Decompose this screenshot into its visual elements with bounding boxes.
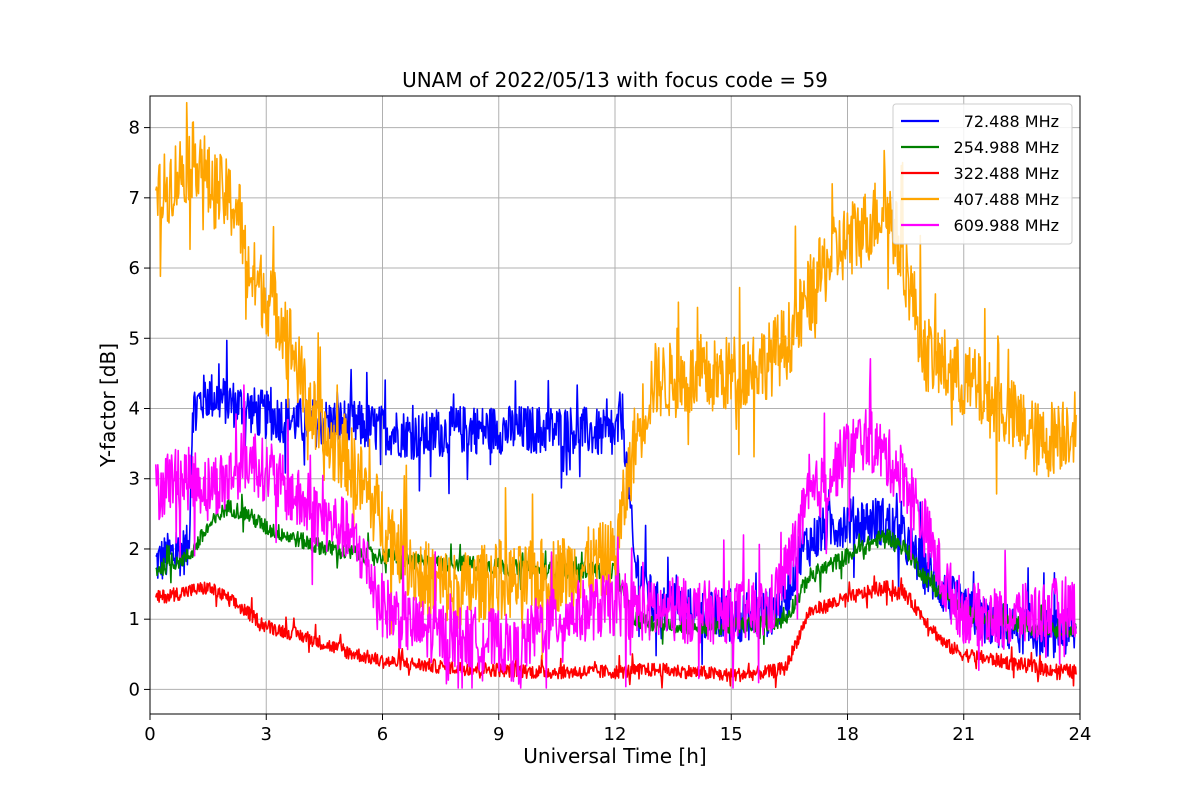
y-axis-label: Y-factor [dB]	[96, 343, 120, 468]
legend-label-0: 72.488 MHz	[964, 112, 1059, 131]
y-tick-label-2: 2	[129, 539, 140, 560]
x-axis-label: Universal Time [h]	[523, 744, 706, 768]
x-tick-label-6: 18	[836, 724, 859, 745]
series-line-2	[155, 575, 1077, 689]
y-tick-label-8: 8	[129, 118, 140, 139]
legend-label-2: 322.488 MHz	[954, 164, 1059, 183]
y-tick-label-3: 3	[129, 469, 140, 490]
y-tick-label-0: 0	[129, 679, 140, 700]
legend-box	[892, 103, 1073, 245]
x-tick-label-0: 0	[144, 724, 155, 745]
x-tick-label-1: 3	[261, 724, 272, 745]
legend: 72.488 MHz 254.988 MHz 322.488 MHz 407.488 …	[892, 103, 1073, 245]
y-tick-label-7: 7	[129, 188, 140, 209]
x-tick-label-8: 24	[1069, 724, 1092, 745]
y-tick-label-5: 5	[129, 328, 140, 349]
y-tick-label-1: 1	[129, 609, 140, 630]
x-tick-label-7: 21	[952, 724, 975, 745]
chart-title: UNAM of 2022/05/13 with focus code = 59	[402, 68, 828, 92]
x-tick-label-4: 12	[604, 724, 627, 745]
y-tick-label-6: 6	[129, 258, 140, 279]
series-lines	[155, 101, 1077, 689]
x-tick-label-3: 9	[493, 724, 504, 745]
x-tick-label-5: 15	[720, 724, 743, 745]
legend-label-4: 609.988 MHz	[954, 216, 1059, 235]
legend-label-3: 407.488 MHz	[954, 190, 1059, 209]
series-line-4	[155, 358, 1077, 689]
x-tick-label-2: 6	[377, 724, 388, 745]
legend-label-1: 254.988 MHz	[954, 138, 1059, 157]
y-tick-label-4: 4	[129, 399, 140, 420]
